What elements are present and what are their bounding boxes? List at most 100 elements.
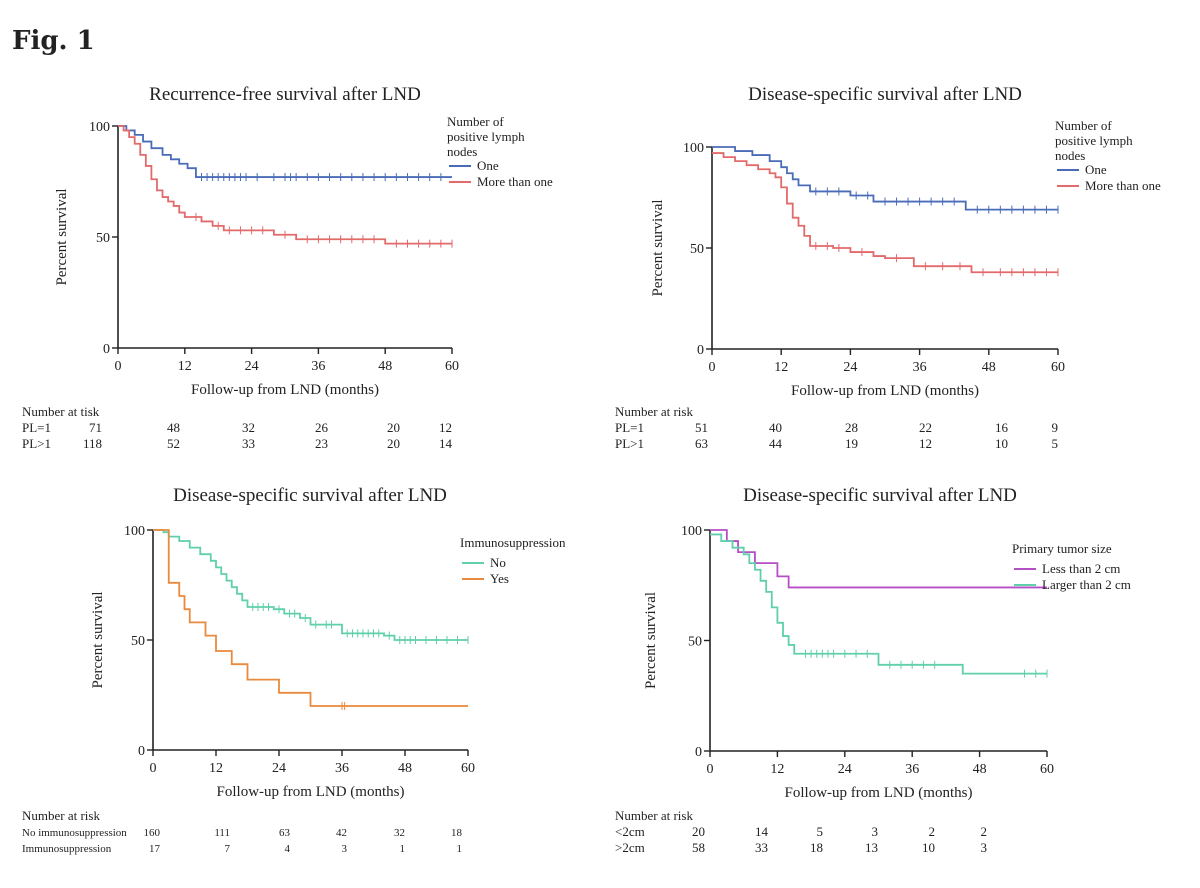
- legend-item: Yes: [490, 571, 509, 586]
- risk-table-heading: Number at risk: [615, 404, 693, 419]
- risk-count: 58: [692, 840, 705, 855]
- risk-count: 3: [872, 824, 879, 839]
- risk-count: 1: [400, 843, 406, 855]
- risk-row-label: No immunosuppression: [22, 827, 127, 839]
- y-tick-label: 0: [103, 342, 110, 357]
- y-tick-label: 100: [124, 524, 145, 539]
- x-axis-label: Follow-up from LND (months): [191, 382, 379, 398]
- x-tick-label: 60: [461, 761, 475, 776]
- x-tick-label: 12: [774, 360, 788, 375]
- risk-row-label: PL=1: [615, 420, 644, 435]
- y-tick-label: 0: [138, 744, 145, 759]
- x-tick-label: 24: [245, 359, 259, 374]
- survival-curve-2: [153, 529, 468, 707]
- risk-count: 4: [285, 843, 291, 855]
- risk-count: 26: [315, 420, 329, 435]
- risk-count: 3: [342, 843, 348, 855]
- legend-title: Immunosuppression: [460, 535, 566, 550]
- legend-item: One: [477, 158, 499, 173]
- legend-item: More than one: [477, 174, 553, 189]
- risk-row-label: Immunosuppression: [22, 843, 112, 855]
- risk-count: 1: [457, 843, 463, 855]
- x-tick-label: 12: [178, 359, 192, 374]
- risk-count: 32: [394, 827, 405, 839]
- x-tick-label: 48: [973, 762, 987, 777]
- risk-count: 118: [83, 436, 102, 451]
- risk-count: 42: [336, 827, 347, 839]
- x-tick-label: 0: [709, 360, 716, 375]
- legend-item: Larger than 2 cm: [1042, 577, 1131, 592]
- risk-count: 71: [89, 420, 102, 435]
- chart-title: Disease-specific survival after LND: [743, 485, 1017, 506]
- risk-count: 13: [865, 840, 878, 855]
- y-tick-label: 0: [695, 745, 702, 760]
- x-tick-label: 36: [311, 359, 325, 374]
- x-tick-label: 24: [272, 761, 286, 776]
- legend-title: Number of positive lymph nodes: [1055, 118, 1133, 163]
- y-tick-label: 100: [89, 120, 110, 135]
- risk-row-label: >2cm: [615, 840, 645, 855]
- x-tick-label: 24: [838, 762, 852, 777]
- figure-label: Fig. 1: [12, 26, 95, 56]
- risk-count: 22: [919, 420, 932, 435]
- chart-title: Disease-specific survival after LND: [173, 485, 447, 506]
- risk-count: 5: [817, 824, 824, 839]
- risk-count: 44: [769, 436, 783, 451]
- survival-curve-2: [712, 152, 1058, 274]
- risk-count: 16: [995, 420, 1009, 435]
- survival-curve-1: [153, 529, 468, 641]
- x-tick-label: 12: [770, 762, 784, 777]
- risk-count: 14: [755, 824, 769, 839]
- risk-count: 20: [387, 420, 400, 435]
- y-axis-label: Percent survival: [650, 199, 666, 296]
- legend-item: No: [490, 555, 506, 570]
- risk-count: 63: [695, 436, 708, 451]
- risk-count: 18: [810, 840, 823, 855]
- risk-count: 19: [845, 436, 858, 451]
- y-tick-label: 50: [688, 635, 702, 650]
- risk-count: 14: [439, 436, 453, 451]
- legend-title: Number of positive lymph nodes: [447, 114, 525, 159]
- risk-count: 2: [929, 824, 936, 839]
- x-tick-label: 48: [982, 360, 996, 375]
- risk-count: 111: [214, 827, 230, 839]
- y-axis-label: Percent survival: [90, 591, 106, 688]
- y-tick-label: 50: [96, 231, 110, 246]
- chart-title: Recurrence-free survival after LND: [149, 84, 421, 105]
- risk-count: 7: [225, 843, 231, 855]
- x-tick-label: 48: [398, 761, 412, 776]
- x-tick-label: 60: [1051, 360, 1065, 375]
- survival-curve-2: [118, 125, 452, 245]
- risk-count: 52: [167, 436, 180, 451]
- risk-table-heading: Number at risk: [22, 808, 100, 823]
- risk-count: 10: [922, 840, 935, 855]
- x-tick-label: 60: [445, 359, 459, 374]
- y-tick-label: 50: [131, 634, 145, 649]
- risk-count: 51: [695, 420, 708, 435]
- x-tick-label: 24: [843, 360, 857, 375]
- chart-1: Recurrence-free survival after LND 0 12 24 3…: [22, 84, 553, 451]
- risk-count: 160: [144, 827, 161, 839]
- risk-count: 20: [387, 436, 400, 451]
- x-axis-label: Follow-up from LND (months): [791, 383, 979, 399]
- legend-item: One: [1085, 162, 1107, 177]
- legend-item: Less than 2 cm: [1042, 561, 1120, 576]
- risk-row-label: PL>1: [22, 436, 51, 451]
- risk-count: 3: [981, 840, 988, 855]
- risk-row-label: <2cm: [615, 824, 645, 839]
- y-axis-label: Percent survival: [54, 188, 70, 285]
- survival-curve-1: [712, 146, 1058, 211]
- risk-count: 12: [919, 436, 932, 451]
- risk-count: 33: [755, 840, 768, 855]
- y-tick-label: 100: [681, 524, 702, 539]
- y-tick-label: 100: [683, 141, 704, 156]
- x-tick-label: 60: [1040, 762, 1054, 777]
- risk-count: 28: [845, 420, 858, 435]
- risk-count: 18: [451, 827, 463, 839]
- survival-curve-2: [710, 533, 1047, 675]
- x-tick-label: 0: [115, 359, 122, 374]
- x-axis-label: Follow-up from LND (months): [785, 785, 973, 801]
- legend-item: More than one: [1085, 178, 1161, 193]
- y-axis-label: Percent survival: [643, 592, 659, 689]
